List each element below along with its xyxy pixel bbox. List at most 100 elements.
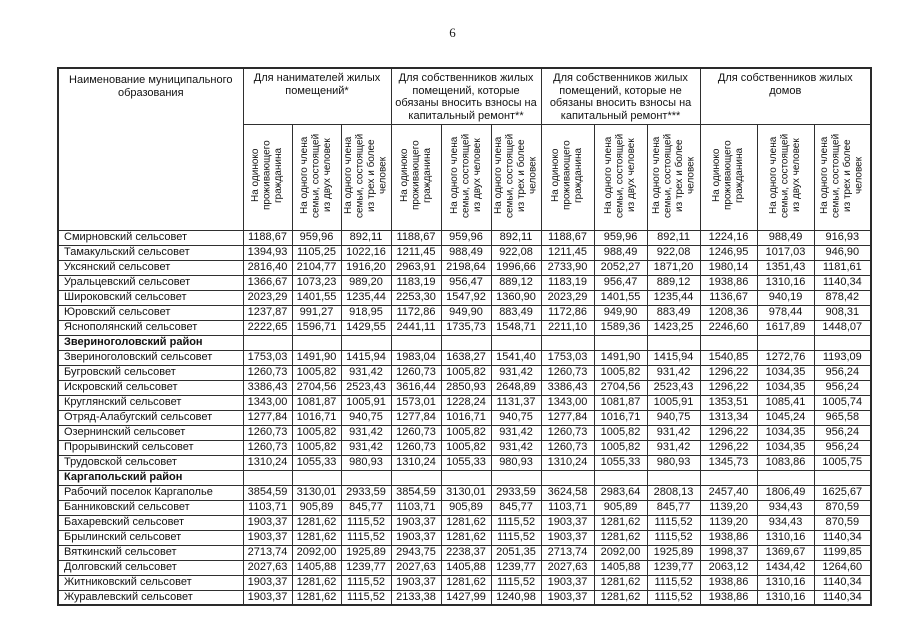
subheader-row: На одиноко проживающего гражданина На одн… [58, 124, 872, 231]
tariff-value: 2238,37 [440, 544, 492, 561]
tariff-value: 3386,43 [242, 379, 293, 396]
tariff-value: 991,27 [291, 304, 342, 321]
tariff-value: 1115,52 [646, 514, 701, 531]
tariff-value: 1360,90 [490, 289, 542, 306]
subheader-label: На одного члена семьи, состоящей из трех… [343, 133, 389, 218]
tariff-value: 1938,86 [699, 529, 758, 546]
tariff-value [593, 469, 648, 486]
municipality-row: Бахаревский сельсовет 1903,37 1281,62 1115,… [57, 514, 872, 531]
tariff-value: 1491,90 [291, 349, 342, 366]
tariff-value: 1394,93 [242, 244, 293, 261]
tariff-value: 1260,73 [242, 439, 293, 456]
tariff-value: 2211,10 [540, 319, 595, 336]
tariff-value: 1260,73 [390, 424, 442, 441]
municipality-row: Круглянский сельсовет 1343,00 1081,87 1005,… [57, 394, 872, 411]
tariff-value: 1211,45 [540, 244, 595, 261]
tariff-value: 916,93 [813, 229, 872, 246]
subheader-label: На одиноко проживающего гражданина [711, 140, 746, 211]
tariff-value: 1281,62 [440, 574, 492, 591]
subheader-cell-g2-s1: На одного члена семьи, состоящей из двух… [593, 124, 648, 231]
tariff-value: 1296,22 [699, 364, 758, 381]
tariff-value: 892,11 [490, 229, 542, 246]
subheader-cell-g1-s2: На одного члена семьи, состоящей из трех… [490, 124, 542, 231]
tariff-value [646, 469, 701, 486]
tariff-value: 1540,85 [699, 349, 758, 366]
tariff-value: 1115,52 [340, 589, 392, 606]
municipality-name: Тамакульский сельсовет [57, 244, 244, 261]
tariff-value: 989,20 [340, 274, 392, 291]
tariff-value: 2051,35 [490, 544, 542, 561]
tariff-value: 1903,37 [242, 574, 293, 591]
subheader-label: На одного члена семьи, состоящей из двух… [448, 133, 483, 218]
municipality-name: Искровский сельсовет [57, 379, 244, 396]
tariff-value: 1281,62 [291, 529, 342, 546]
tariff-value: 870,59 [813, 499, 872, 516]
tariff-value: 1260,73 [540, 364, 595, 381]
tariff-value: 1246,95 [699, 244, 758, 261]
tariff-value: 2052,27 [593, 259, 648, 276]
tariff-value: 922,08 [490, 244, 542, 261]
tariff-value [646, 334, 701, 351]
tariff-value: 1239,77 [646, 559, 701, 576]
tariff-value: 3854,59 [390, 484, 442, 501]
tariff-value: 1625,67 [813, 484, 872, 501]
tariff-value: 931,42 [646, 439, 701, 456]
tariff-value: 2816,40 [242, 259, 293, 276]
tariff-value: 889,12 [490, 274, 542, 291]
tariff-value: 1310,16 [756, 574, 815, 591]
tariff-value: 1310,24 [242, 454, 293, 471]
tariff-value [756, 469, 815, 486]
tariff-value: 2713,74 [242, 544, 293, 561]
subheader-label: На одиноко проживающего гражданина [250, 140, 285, 211]
tariff-value: 1369,67 [756, 544, 815, 561]
tariff-value: 1903,37 [242, 589, 293, 606]
tariff-value: 1055,33 [440, 454, 492, 471]
tariff-value: 1903,37 [540, 574, 595, 591]
tariff-value: 1281,62 [440, 514, 492, 531]
tariff-value [699, 334, 758, 351]
tariff-value: 883,49 [490, 304, 542, 321]
municipality-row: Тамакульский сельсовет 1394,93 1105,25 1022… [57, 244, 872, 261]
tariff-value [242, 334, 293, 351]
tariff-value: 1183,19 [540, 274, 595, 291]
tariff-value: 1260,73 [390, 439, 442, 456]
tariff-value: 1005,82 [593, 424, 648, 441]
tariff-value: 1005,82 [291, 364, 342, 381]
tariff-value: 1181,61 [813, 259, 872, 276]
municipality-row: Юровский сельсовет 1237,87 991,27 918,95 117… [57, 304, 872, 321]
tariff-value: 1034,35 [756, 364, 815, 381]
tariff-value: 1115,52 [340, 574, 392, 591]
tariff-value: 1139,20 [699, 499, 758, 516]
tariff-value: 1083,86 [756, 454, 815, 471]
tariff-value: 1296,22 [699, 439, 758, 456]
tariff-value: 2441,11 [390, 319, 442, 336]
tariff-value: 1277,84 [242, 409, 293, 426]
tariff-value: 956,24 [813, 364, 872, 381]
tariff-value: 1034,35 [756, 424, 815, 441]
tariff-value: 845,77 [490, 499, 542, 516]
municipality-name: Широковский сельсовет [57, 289, 244, 306]
tariff-value: 1193,09 [813, 349, 872, 366]
tariff-value: 1005,75 [813, 454, 872, 471]
municipality-name: Брылинский сельсовет [57, 529, 244, 546]
municipality-row: Долговский сельсовет 2027,63 1405,88 1239,7… [57, 559, 872, 576]
tariff-value: 1115,52 [340, 529, 392, 546]
tariff-value: 1281,62 [291, 574, 342, 591]
tariff-value: 1281,62 [593, 514, 648, 531]
municipality-row: Банниковский сельсовет 1103,71 905,89 845,7… [57, 499, 872, 516]
municipality-row: Трудовской сельсовет 1310,24 1055,33 980,93… [57, 454, 872, 471]
tariff-value: 1938,86 [699, 589, 758, 606]
district-section-row: Звериноголовский район [57, 334, 872, 351]
tariff-value: 1081,87 [291, 394, 342, 411]
tariff-value: 1547,92 [440, 289, 492, 306]
municipality-name: Трудовской сельсовет [57, 454, 244, 471]
tariff-value: 1239,77 [490, 559, 542, 576]
tariff-value: 1617,89 [756, 319, 815, 336]
municipality-row: Яснополянский сельсовет 2222,65 1596,71 142… [57, 319, 872, 336]
tariff-value [540, 469, 595, 486]
tariff-value: 1491,90 [593, 349, 648, 366]
municipality-name: Озернинский сельсовет [57, 424, 244, 441]
municipality-name: Отряд-Алабугский сельсовет [57, 409, 244, 426]
tariff-value: 1188,67 [242, 229, 293, 246]
municipality-name: Круглянский сельсовет [57, 394, 244, 411]
